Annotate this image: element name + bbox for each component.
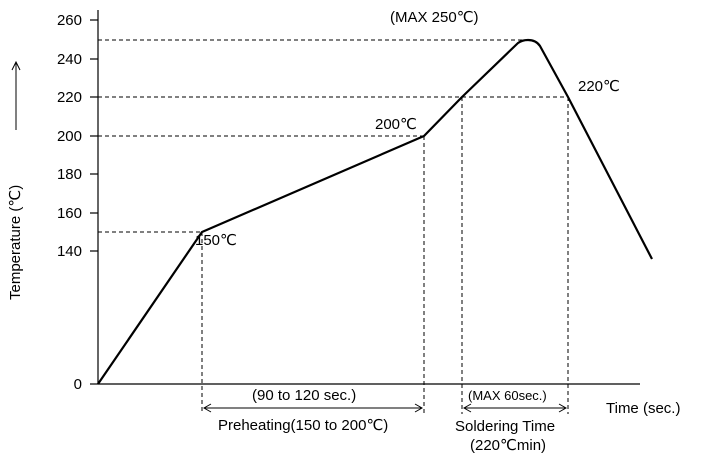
y-tick-label-240: 240	[57, 51, 82, 68]
temp-220-label: 220℃	[578, 78, 620, 95]
y-tick-label-220: 220	[57, 89, 82, 106]
temp-150-label: 150℃	[195, 232, 237, 249]
y-axis-arrow	[11, 60, 21, 130]
preheat-range-arrow	[202, 403, 424, 413]
solder-max-label: (MAX 60sec.)	[468, 388, 547, 403]
preheat-range-label: (90 to 120 sec.)	[252, 387, 356, 404]
reference-lines	[98, 39, 569, 414]
x-axis-title: Time (sec.)	[606, 400, 680, 417]
solder-label-line2: (220℃min)	[470, 437, 546, 454]
temp-200-label: 200℃	[375, 116, 417, 133]
preheat-label: Preheating(150 to 200℃)	[218, 417, 388, 434]
max-temp-label: (MAX 250℃)	[390, 9, 479, 26]
temperature-profile-curve	[97, 38, 653, 385]
y-ticks	[90, 19, 98, 385]
y-tick-label-0: 0	[74, 376, 82, 393]
y-tick-label-260: 260	[57, 12, 82, 29]
y-tick-label-200: 200	[57, 128, 82, 145]
y-tick-label-180: 180	[57, 166, 82, 183]
y-axis-title: Temperature (℃)	[7, 185, 24, 300]
y-tick-label-160: 160	[57, 205, 82, 222]
solder-range-arrow	[462, 403, 568, 413]
y-tick-labels: 260 240 220 200 180 160 140 0	[57, 12, 82, 393]
solder-label-line1: Soldering Time	[455, 418, 555, 435]
y-tick-label-140: 140	[57, 243, 82, 260]
